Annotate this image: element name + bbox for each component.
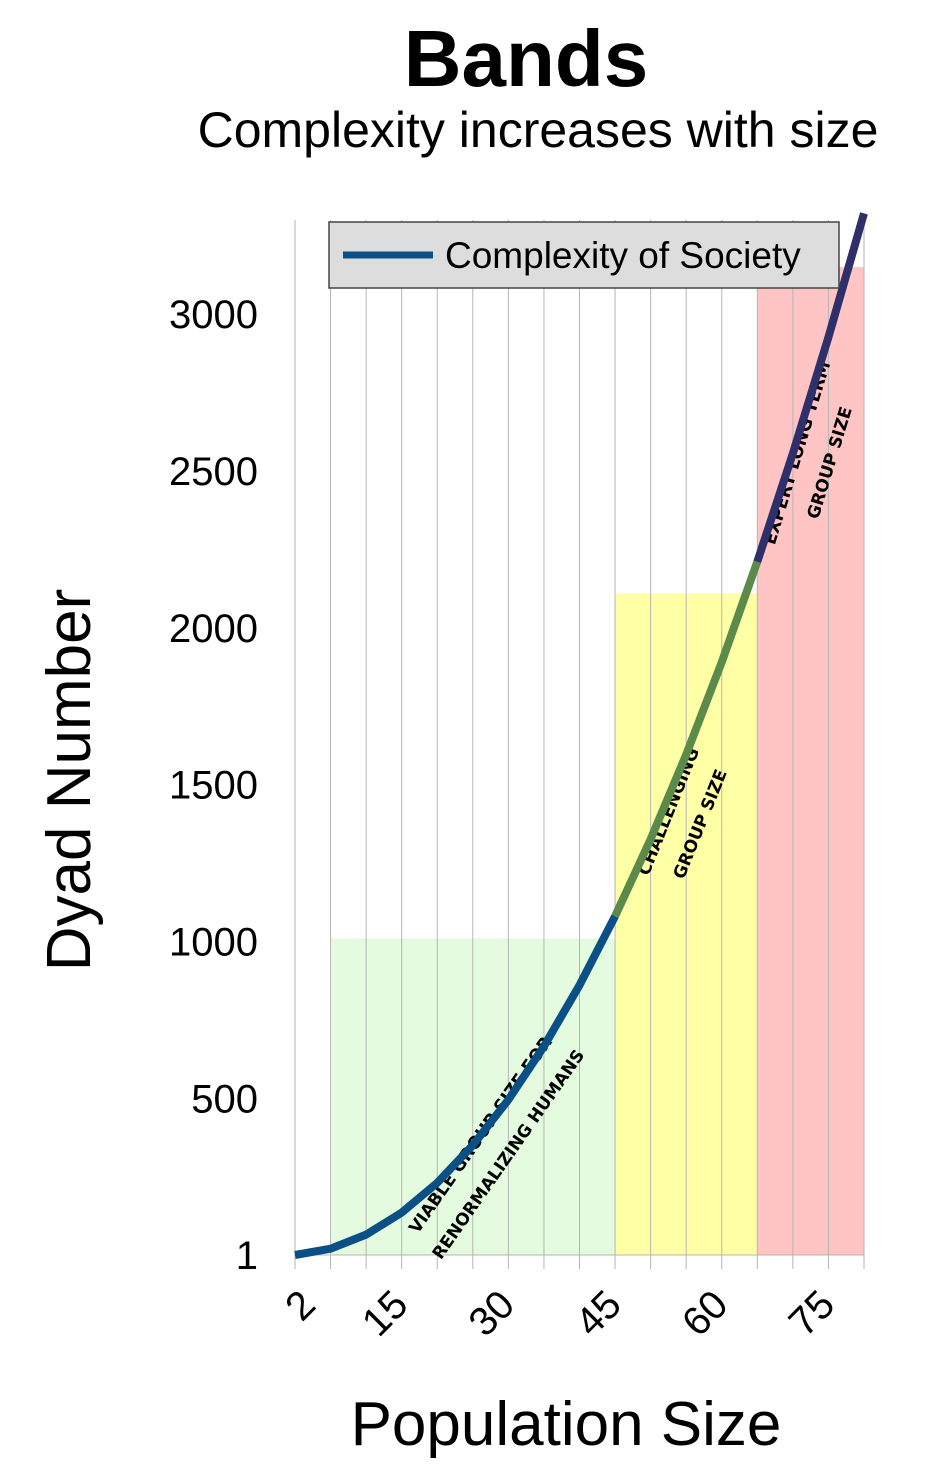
y-tick-label: 1000 — [169, 921, 258, 965]
y-tick-label: 2500 — [169, 450, 258, 494]
x-tick-label: 75 — [781, 1282, 844, 1345]
x-tick-label: 45 — [567, 1282, 630, 1345]
x-tick-label: 60 — [674, 1282, 737, 1345]
chart-subtitle: Complexity increases with size — [198, 102, 879, 158]
regions-group — [331, 267, 864, 1255]
x-ticks: 2 15 30 45 60 75 — [277, 1282, 843, 1345]
y-axis-label: Dyad Number — [35, 589, 104, 971]
x-axis-label: Population Size — [351, 1390, 782, 1459]
x-tick-label: 15 — [354, 1282, 417, 1345]
y-tick-label: 1 — [236, 1234, 258, 1278]
x-tick-label: 2 — [277, 1282, 324, 1329]
y-tick-label: 3000 — [169, 293, 258, 337]
chart-title: Bands — [404, 14, 649, 103]
legend: Complexity of Society — [329, 222, 839, 288]
x-tick-label: 30 — [461, 1282, 524, 1345]
legend-label: Complexity of Society — [445, 235, 801, 276]
y-tick-label: 500 — [191, 1077, 258, 1121]
y-tick-label: 1500 — [169, 764, 258, 808]
y-tick-label: 2000 — [169, 607, 258, 651]
